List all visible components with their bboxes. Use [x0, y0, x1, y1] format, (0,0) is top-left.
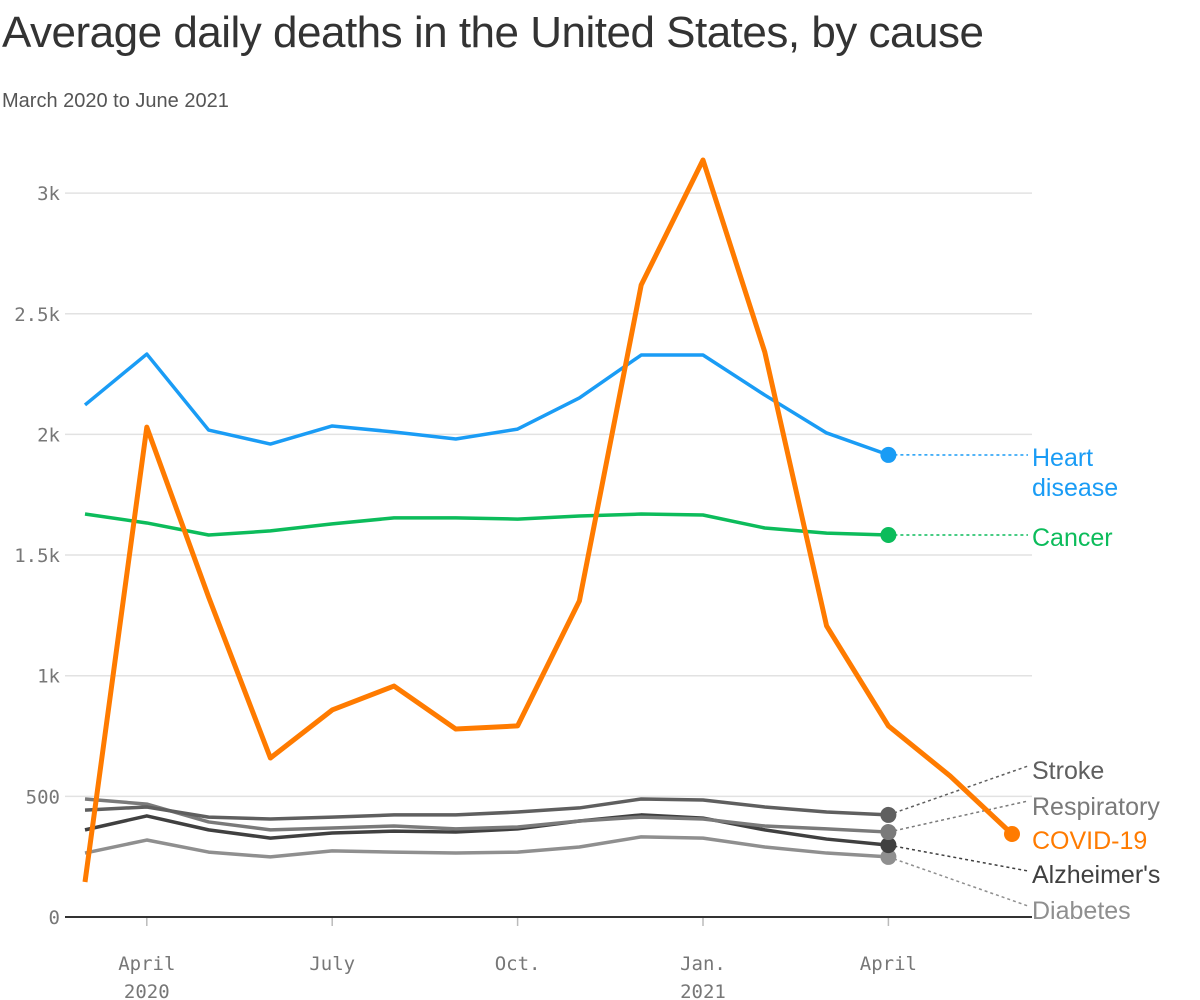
- covid-19-line: [82, 157, 1014, 883]
- heart-disease-label: disease: [1032, 474, 1118, 502]
- x-tick-label: April: [860, 953, 917, 975]
- alzheimer-s-label: Alzheimer's: [1032, 861, 1160, 889]
- alzheimer-s-line: [84, 813, 889, 847]
- x-tick-label: April: [118, 953, 175, 975]
- y-tick-label: 500: [26, 786, 60, 808]
- y-tick-label: 1.5k: [14, 545, 60, 567]
- alzheimer-s-leader-line: [888, 844, 1029, 872]
- covid-19-end-dot: [1004, 825, 1020, 842]
- x-tick-sublabel: 2020: [124, 981, 170, 1000]
- y-tick-label: 2.5k: [14, 304, 60, 326]
- respiratory-label: Respiratory: [1032, 793, 1160, 821]
- respiratory-line: [84, 797, 889, 834]
- stroke-leader-line: [888, 765, 1029, 816]
- x-tick-label: July: [309, 953, 355, 975]
- stroke-label: Stroke: [1032, 757, 1104, 785]
- x-tick-sublabel: 2021: [680, 981, 726, 1000]
- cancer-label: Cancer: [1032, 524, 1113, 552]
- covid-19-label: COVID-19: [1032, 827, 1147, 855]
- diabetes-label: Diabetes: [1032, 897, 1131, 925]
- y-tick-label: 1k: [37, 666, 60, 688]
- diabetes-leader-line: [888, 856, 1029, 907]
- diabetes-line: [84, 835, 889, 859]
- cancer-line: [84, 512, 889, 537]
- heart-disease-line: [83, 352, 889, 457]
- chart-subtitle: March 2020 to June 2021: [2, 90, 229, 112]
- x-tick-label: Jan.: [680, 953, 726, 975]
- chart-title: Average daily deaths in the United State…: [2, 8, 984, 57]
- y-tick-label: 2k: [37, 424, 60, 446]
- x-tick-label: Oct.: [495, 953, 541, 975]
- stroke-line: [84, 797, 889, 821]
- heart-disease-label: Heart: [1032, 444, 1093, 472]
- y-tick-label: 0: [49, 907, 60, 929]
- y-tick-label: 3k: [37, 183, 60, 205]
